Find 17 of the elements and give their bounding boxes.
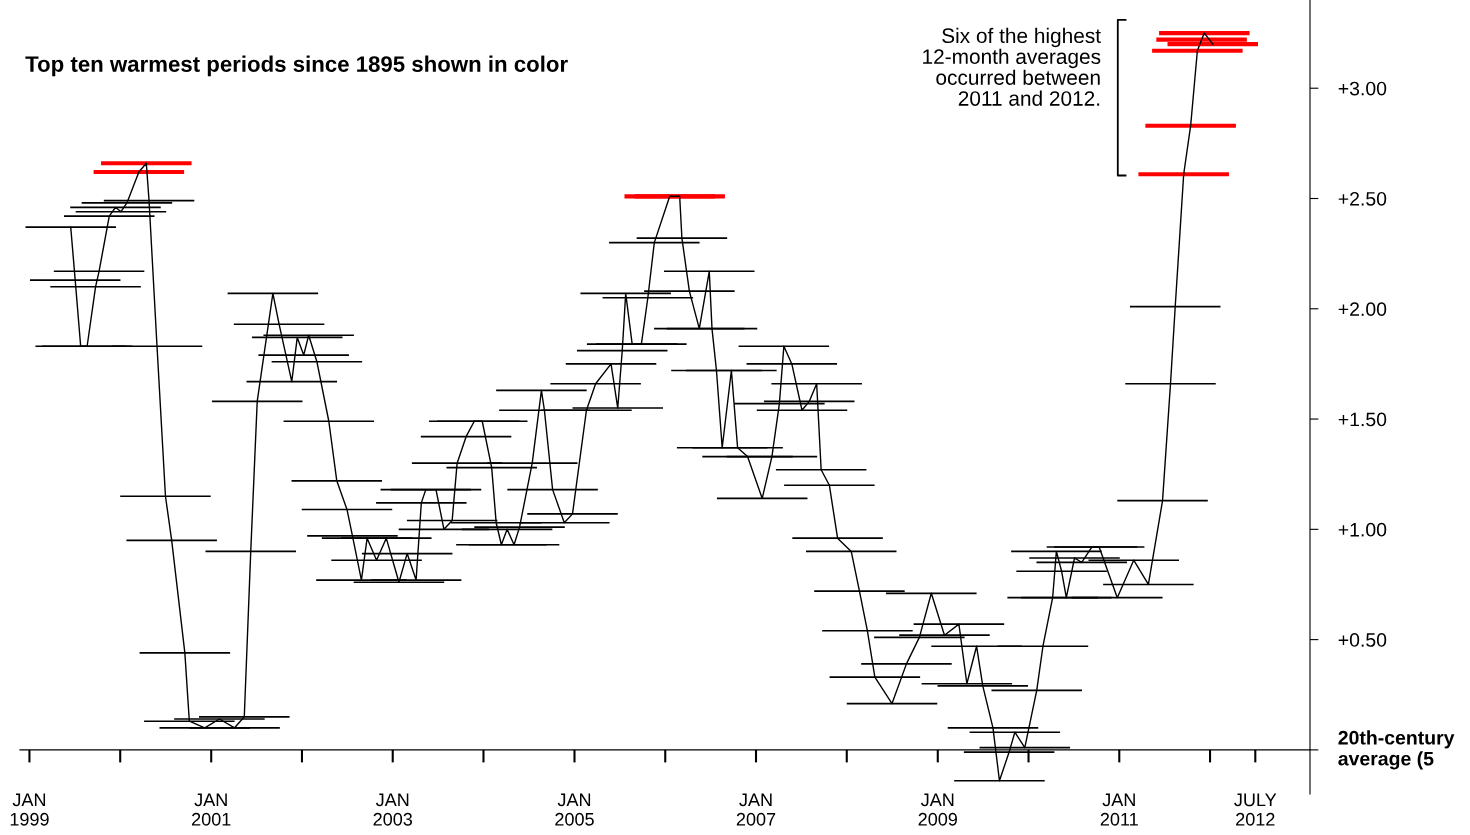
annotation: Top ten warmest periods since 1895 shown in color [25,55,568,77]
x-tick-label: JAN 2007 [736,793,776,826]
y-tick-label: +1.50 [1338,412,1387,427]
y-tick-label: +1.00 [1338,522,1387,537]
y-tick-label: +2.50 [1338,191,1387,206]
x-tick-label: JAN 2001 [192,793,231,826]
x-tick-label: JAN 2009 [918,793,957,826]
x-tick-label: JAN 2005 [555,793,594,826]
y-tick-label: +0.50 [1338,633,1387,647]
x-tick-label: JAN 2003 [373,793,413,826]
x-tick-label: JAN 2011 [1100,793,1138,826]
y-tick-label: +3.00 [1338,81,1387,96]
annotation: Six of the highest 12-month averages occurred between 2011 and 2012. [923,27,1101,106]
x-tick-label: JAN 1999 [10,793,49,826]
x-tick-label: JULY 2012 [1234,793,1277,826]
y-tick-label: 20th-century average (5 [1338,730,1455,770]
y-tick-label: +2.00 [1338,302,1387,317]
